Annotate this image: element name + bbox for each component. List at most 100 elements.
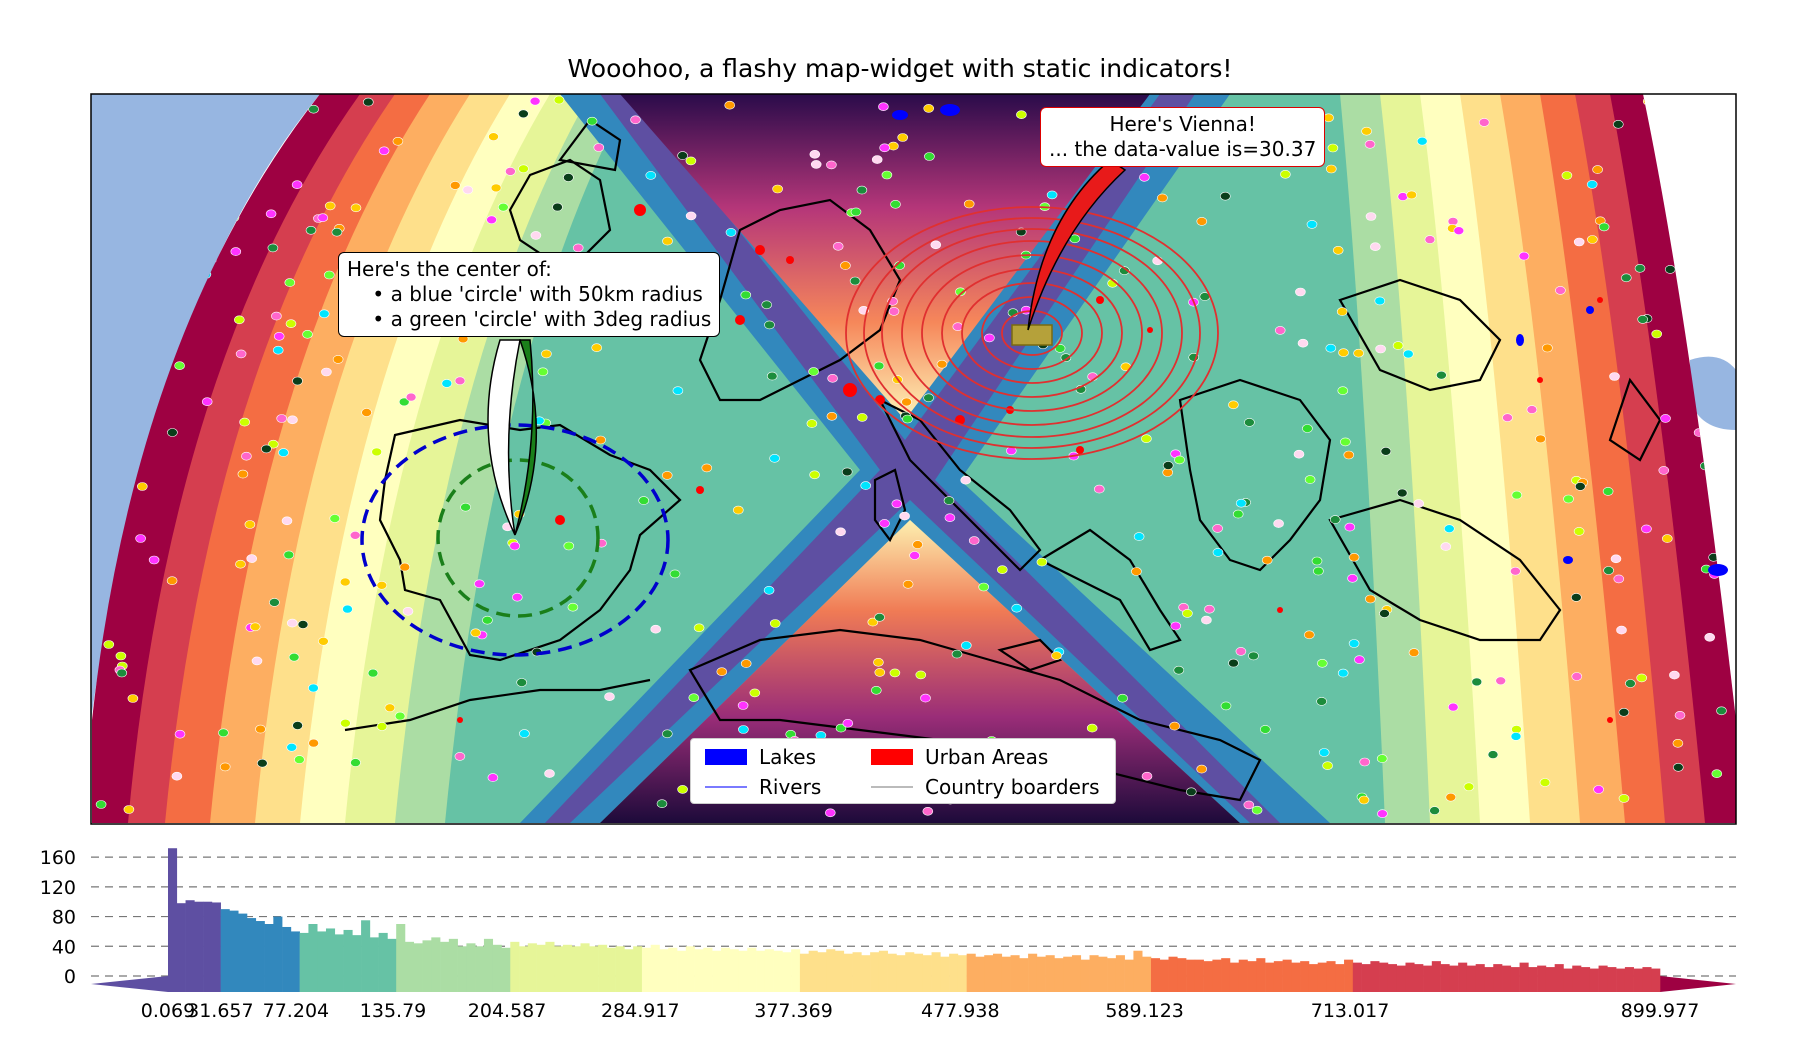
point-marker	[732, 505, 744, 515]
histogram-bar	[1107, 958, 1117, 992]
histogram-bar	[1598, 965, 1608, 992]
point-marker	[881, 170, 893, 180]
vienna-marker[interactable]	[1011, 324, 1053, 346]
histogram-bar	[931, 952, 941, 992]
point-marker	[685, 211, 697, 221]
point-marker	[541, 349, 552, 359]
point-marker	[951, 649, 963, 659]
point-marker	[148, 555, 160, 565]
histogram-bar	[659, 949, 669, 992]
histogram-bar	[571, 946, 581, 992]
histogram-axes[interactable]: 0 40 80 120 160	[40, 847, 1736, 992]
point-marker	[572, 243, 584, 253]
point-marker	[127, 694, 139, 703]
histogram-bar	[308, 924, 318, 992]
point-marker	[841, 467, 853, 477]
histogram-bar	[606, 947, 616, 992]
point-marker	[340, 718, 351, 728]
point-marker	[1228, 658, 1239, 668]
point-marker	[688, 693, 700, 703]
point-marker	[349, 530, 361, 540]
point-marker	[405, 392, 417, 402]
point-marker	[996, 565, 1008, 575]
histogram-bar	[1186, 959, 1196, 992]
baltic-sea	[1690, 356, 1736, 430]
point-marker	[1212, 548, 1224, 557]
x-tick-label: 713.017	[1310, 1000, 1390, 1022]
histogram-bar	[957, 955, 967, 992]
point-marker	[827, 373, 838, 383]
histogram-bar	[1405, 962, 1415, 992]
point-marker	[890, 200, 901, 209]
point-marker	[1471, 677, 1483, 687]
annotation-center-line3: • a green 'circle' with 3deg radius	[347, 307, 712, 331]
histogram-bar	[255, 921, 265, 992]
point-marker	[1621, 273, 1632, 283]
point-marker	[1660, 414, 1671, 423]
histogram-bar	[1352, 962, 1362, 992]
point-marker	[384, 703, 396, 713]
point-marker	[1162, 461, 1174, 470]
point-marker	[923, 393, 934, 403]
point-marker	[1396, 488, 1408, 498]
point-marker	[1304, 475, 1316, 484]
point-marker	[329, 514, 341, 523]
point-marker	[1618, 707, 1630, 717]
histogram-bar	[615, 946, 625, 992]
point-marker	[308, 738, 319, 748]
point-marker	[1322, 761, 1333, 771]
histogram-bar	[966, 953, 976, 992]
point-marker	[230, 247, 242, 256]
histogram-bar	[396, 924, 406, 992]
histogram-bar	[1273, 961, 1283, 992]
point-marker	[323, 270, 335, 280]
point-marker	[1139, 173, 1150, 182]
point-marker	[219, 762, 231, 772]
point-marker	[874, 668, 886, 677]
point-marker	[638, 496, 650, 505]
histogram-bar	[457, 946, 467, 992]
histogram-bar	[1344, 959, 1354, 992]
histogram-bar	[984, 955, 994, 992]
point-marker	[1365, 594, 1376, 604]
histogram-bar	[878, 950, 888, 992]
x-tick-label: 77.204	[262, 1000, 330, 1022]
histogram-bar	[466, 943, 476, 992]
point-marker	[488, 132, 499, 141]
histogram-bar	[1335, 964, 1345, 992]
point-marker	[1673, 762, 1684, 772]
point-marker	[1054, 344, 1066, 353]
point-marker	[342, 604, 353, 614]
point-marker	[944, 513, 956, 523]
point-marker	[553, 95, 565, 105]
point-marker	[661, 729, 673, 739]
arrow-to-center-green	[514, 339, 538, 536]
legend-lakes-label: Lakes	[759, 745, 816, 769]
map-axes[interactable]	[90, 93, 1737, 825]
histogram-bar	[264, 924, 274, 992]
point-marker	[1332, 246, 1344, 255]
annotation-vienna-box: Here's Vienna!... the data-value is=30.3…	[1040, 107, 1326, 167]
point-marker	[292, 721, 303, 730]
point-marker	[1201, 615, 1212, 625]
legend-item-borders: Country boarders	[871, 775, 1100, 799]
histogram-bar	[738, 950, 748, 992]
point-marker	[286, 618, 298, 628]
point-marker	[661, 471, 673, 480]
point-marker	[361, 408, 372, 417]
histogram-bar	[1633, 968, 1643, 992]
point-marker	[1616, 625, 1627, 635]
point-marker	[1338, 348, 1349, 358]
histogram-bar	[220, 909, 230, 992]
point-marker	[1204, 604, 1215, 614]
point-marker	[879, 143, 890, 153]
point-marker	[915, 670, 927, 680]
point-marker	[362, 97, 374, 107]
point-marker	[920, 693, 931, 703]
histogram-bar	[598, 944, 608, 992]
point-marker	[1365, 212, 1377, 221]
point-marker	[462, 185, 474, 195]
histogram-bar	[975, 956, 985, 992]
point-marker	[1377, 809, 1388, 819]
point-marker	[1316, 697, 1327, 706]
